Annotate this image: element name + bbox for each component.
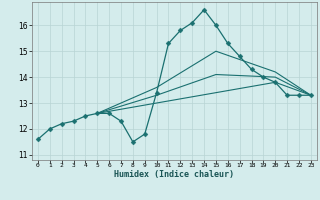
X-axis label: Humidex (Indice chaleur): Humidex (Indice chaleur)	[115, 170, 234, 179]
